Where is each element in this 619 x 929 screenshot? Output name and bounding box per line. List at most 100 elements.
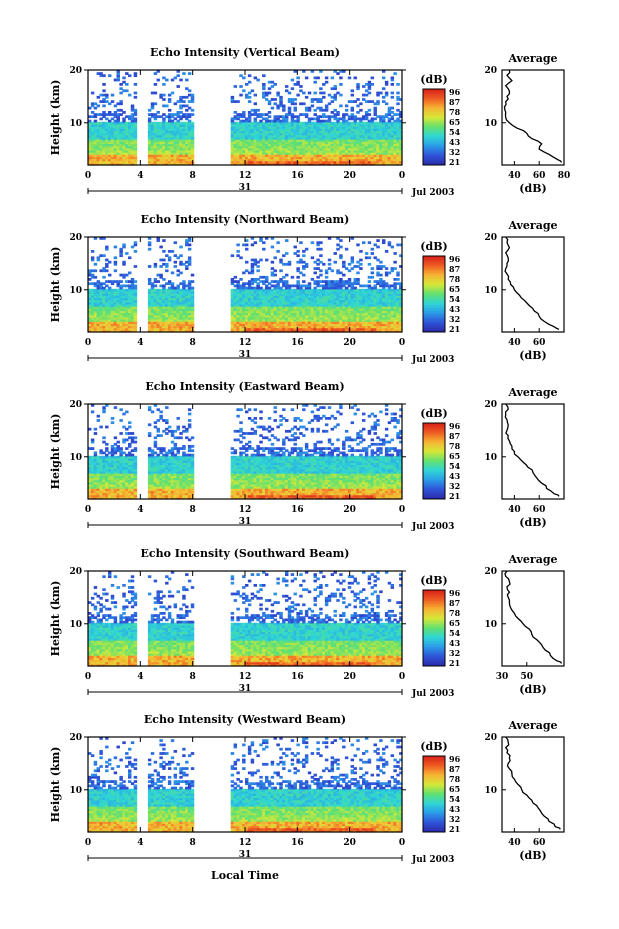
- heatmap-cell: [324, 119, 329, 123]
- heatmap-cell: [336, 288, 340, 292]
- heatmap-cell: [396, 119, 400, 123]
- heatmap-cell: [250, 325, 255, 329]
- heatmap-cell: [128, 297, 132, 301]
- heatmap-cell: [147, 132, 152, 136]
- heatmap-cell: [316, 247, 320, 251]
- heatmap-cell: [373, 108, 377, 112]
- heatmap-cell: [302, 319, 306, 322]
- heatmap-cell: [273, 154, 277, 157]
- heatmap-cell: [367, 145, 372, 149]
- heatmap-cell: [190, 291, 195, 294]
- heatmap-cell: [182, 310, 186, 314]
- heatmap-cell: [150, 128, 155, 132]
- heatmap-cell: [370, 154, 375, 157]
- heatmap-cell: [316, 291, 320, 294]
- heatmap-cell: [370, 121, 375, 125]
- heatmap-cell: [133, 154, 138, 157]
- heatmap-cell: [359, 121, 363, 125]
- heatmap-cell: [96, 312, 101, 316]
- heatmap-cell: [147, 156, 152, 160]
- heatmap-cell: [187, 293, 192, 296]
- heatmap-cell: [102, 104, 106, 108]
- heatmap-cell: [119, 301, 123, 305]
- heatmap-cell: [93, 308, 98, 312]
- heatmap-cell: [242, 299, 246, 303]
- heatmap-cell: [182, 160, 186, 164]
- heatmap-cell: [93, 145, 98, 149]
- heatmap-cell: [167, 119, 172, 123]
- heatmap-cell: [393, 160, 397, 164]
- heatmap-cell: [96, 319, 101, 322]
- heatmap-cell: [236, 293, 240, 296]
- heatmap-cell: [113, 245, 118, 249]
- heatmap-cell: [376, 141, 380, 145]
- heatmap-cell: [150, 319, 155, 322]
- heatmap-cell: [310, 295, 315, 299]
- heatmap-cell: [359, 139, 363, 142]
- heatmap-cell: [285, 139, 289, 142]
- heatmap-cell: [150, 286, 155, 290]
- heatmap-cell: [293, 301, 297, 305]
- heatmap-cell: [373, 126, 377, 129]
- heatmap-cell: [353, 286, 357, 290]
- heatmap-cell: [270, 158, 275, 162]
- heatmap-cell: [182, 319, 186, 322]
- heatmap-cell: [236, 158, 240, 162]
- heatmap-cell: [176, 316, 180, 320]
- heatmap-cell: [88, 291, 92, 294]
- heatmap-cell: [90, 306, 95, 309]
- heatmap-cell: [304, 306, 309, 309]
- heatmap-cell: [239, 319, 243, 322]
- heatmap-cell: [182, 126, 186, 129]
- heatmap-cell: [110, 301, 115, 305]
- heatmap-cell: [176, 303, 180, 307]
- heatmap-cell: [88, 130, 92, 134]
- heatmap-cell: [319, 327, 323, 331]
- heatmap-cell: [182, 162, 186, 166]
- heatmap-cell: [262, 308, 266, 312]
- heatmap-cell: [185, 288, 189, 292]
- heatmap-cell: [167, 128, 172, 132]
- heatmap-cell: [310, 117, 315, 121]
- heatmap-cell: [119, 314, 123, 318]
- heatmap-cell: [233, 158, 238, 162]
- heatmap-cell: [313, 303, 317, 307]
- heatmap-cell: [316, 139, 320, 142]
- heatmap-cell: [344, 314, 349, 318]
- heatmap-cell: [250, 269, 255, 273]
- heatmap-cell: [125, 301, 129, 305]
- heatmap-cell: [384, 319, 389, 322]
- heatmap-cell: [373, 306, 377, 309]
- heatmap-cell: [304, 299, 309, 303]
- heatmap-cell: [128, 139, 132, 142]
- heatmap-cell: [304, 106, 309, 110]
- heatmap-cell: [102, 327, 106, 331]
- heatmap-cell: [347, 284, 352, 288]
- heatmap-cell: [230, 254, 235, 258]
- heatmap-cell: [256, 265, 260, 268]
- heatmap-cell: [370, 308, 375, 312]
- heatmap-cell: [327, 288, 332, 292]
- colorbar-segment: [423, 138, 445, 141]
- heatmap-cell: [279, 291, 283, 294]
- heatmap-cell: [370, 293, 375, 296]
- heatmap-cell: [133, 143, 138, 147]
- heatmap-cell: [362, 301, 366, 305]
- heatmap-cell: [384, 306, 389, 309]
- heatmap-cell: [310, 325, 315, 329]
- heatmap-cell: [287, 325, 292, 329]
- heatmap-cell: [302, 141, 306, 145]
- heatmap-cell: [304, 329, 309, 333]
- heatmap-cell: [247, 111, 252, 114]
- heatmap-cell: [170, 282, 175, 286]
- heatmap-cell: [350, 145, 355, 149]
- heatmap-cell: [285, 160, 289, 164]
- heatmap-cell: [319, 106, 323, 110]
- heatmap-cell: [319, 314, 323, 318]
- heatmap-cell: [96, 134, 101, 138]
- heatmap-cell: [399, 147, 403, 151]
- heatmap-cell: [307, 117, 312, 121]
- heatmap-cell: [379, 327, 383, 331]
- heatmap-cell: [156, 134, 160, 138]
- heatmap-cell: [384, 299, 389, 303]
